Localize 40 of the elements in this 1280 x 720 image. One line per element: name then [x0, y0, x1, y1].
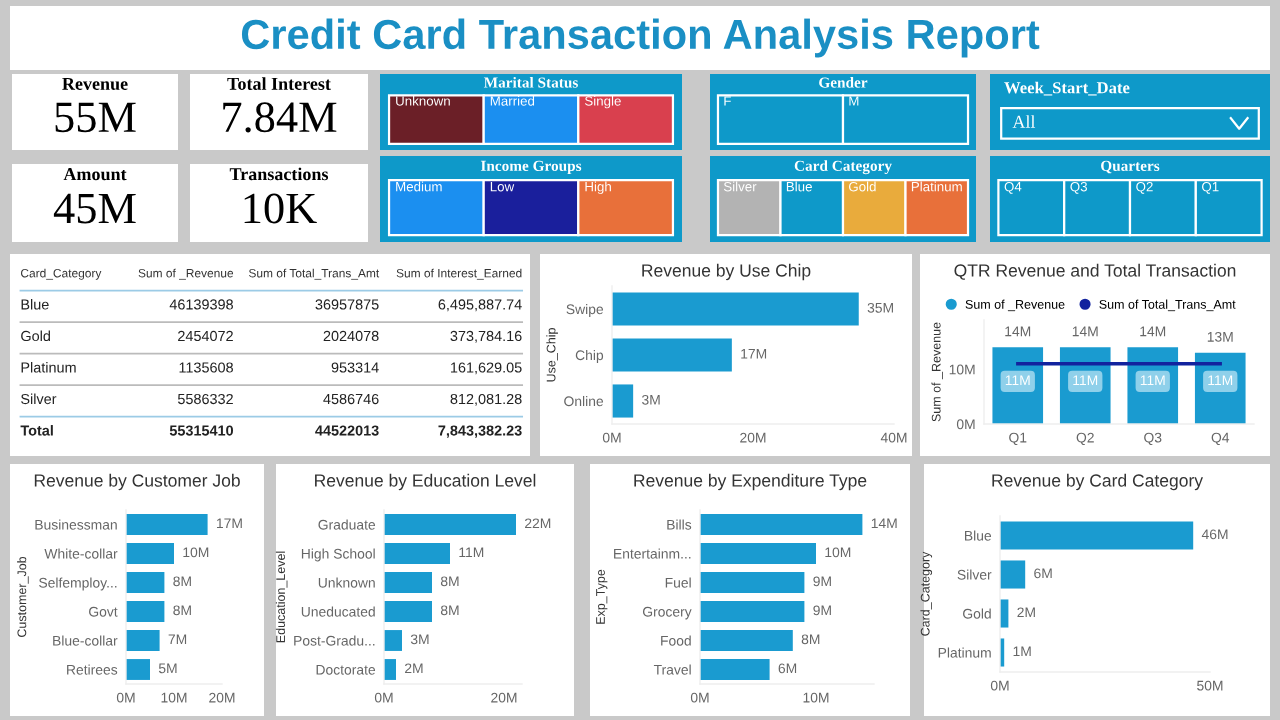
bar: [700, 659, 770, 680]
bar: [126, 572, 165, 593]
bar: [384, 514, 516, 535]
text: Revenue: [62, 77, 128, 90]
bar: [700, 601, 805, 622]
bar: [384, 630, 402, 651]
bar: [1000, 560, 1026, 589]
bar: [384, 659, 396, 680]
bar: [126, 514, 208, 535]
bar: [700, 514, 863, 535]
chart-title: Revenue by Card Category: [992, 473, 1203, 491]
bar: [126, 630, 160, 651]
bar: [126, 659, 150, 680]
bar: [384, 572, 432, 593]
text: Week_Start_Date: [1004, 81, 1130, 96]
chart-title: QTR Revenue and Total Transaction: [954, 263, 1236, 280]
chart-title: Revenue by Expenditure Type: [634, 473, 867, 491]
text: 55M: [55, 102, 136, 133]
bar: [384, 601, 432, 622]
text: Amount: [63, 168, 127, 181]
text: 10K: [244, 193, 317, 224]
text: Transactions: [229, 167, 329, 181]
bar: [612, 338, 732, 372]
bar: [384, 543, 450, 564]
bar: [612, 384, 634, 418]
bar: [700, 572, 805, 593]
bar: [1000, 521, 1194, 550]
chart-title: Revenue by Use Chip: [642, 263, 811, 281]
chart-title: Revenue by Customer Job: [34, 473, 240, 491]
chart-title: Revenue by Education Level: [315, 473, 536, 491]
text: Total Interest: [227, 77, 331, 90]
bar: [700, 543, 816, 564]
bar: [126, 601, 165, 622]
text: Credit Card Transaction Analysis Report: [241, 18, 1040, 58]
text: 7.84M: [223, 102, 337, 133]
bar: [612, 292, 859, 326]
text: All: [1012, 115, 1036, 128]
bar: [126, 543, 174, 564]
text: 45M: [53, 193, 136, 224]
bar: [700, 630, 793, 651]
